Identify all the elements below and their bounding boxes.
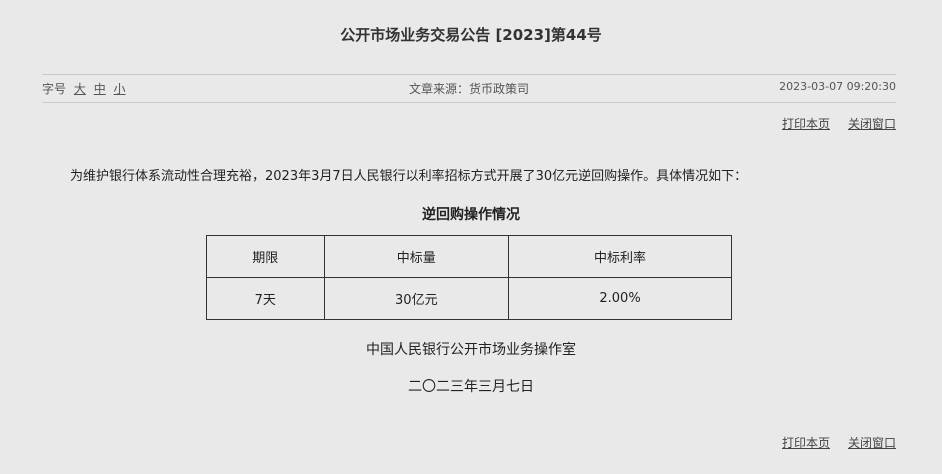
print-link[interactable]: 打印本页 (781, 436, 830, 450)
font-size-small[interactable]: 小 (113, 82, 126, 96)
font-size-large[interactable]: 大 (73, 82, 86, 96)
divider (42, 74, 896, 75)
operations-table: 期限 中标量 中标利率 7天 30亿元 2.00% (206, 235, 732, 320)
signature: 中国人民银行公开市场业务操作室 (366, 342, 576, 358)
print-link[interactable]: 打印本页 (781, 117, 830, 131)
font-size-label: 字号 (42, 82, 67, 96)
top-links: 打印本页 关闭窗口 (764, 115, 896, 132)
font-size-controls: 字号 大 中 小 (42, 80, 130, 97)
publish-datetime: 2023-03-07 09:20:30 (779, 80, 896, 93)
announcement-paragraph: 为维护银行体系流动性合理充裕，2023年3月7日人民银行以利率招标方式开展了30… (70, 169, 748, 184)
cell-amount: 30亿元 (323, 277, 510, 320)
header-amount: 中标量 (323, 235, 510, 278)
bottom-links: 打印本页 关闭窗口 (764, 434, 896, 451)
table-header-row: 期限 中标量 中标利率 (206, 235, 732, 278)
font-size-medium[interactable]: 中 (93, 82, 106, 96)
cell-rate: 2.00% (508, 277, 732, 320)
header-rate: 中标利率 (508, 235, 732, 278)
table-row: 7天 30亿元 2.00% (206, 277, 732, 320)
table-title: 逆回购操作情况 (422, 207, 520, 223)
close-window-link[interactable]: 关闭窗口 (847, 436, 896, 450)
close-window-link[interactable]: 关闭窗口 (847, 117, 896, 131)
cell-term: 7天 (206, 277, 325, 320)
article-source: 文章来源：货币政策司 (408, 82, 529, 96)
meta-bar: 字号 大 中 小 文章来源：货币政策司 2023-03-07 09:20:30 (42, 80, 896, 98)
signature-date: 二〇二三年三月七日 (408, 379, 534, 395)
header-term: 期限 (206, 235, 325, 278)
page-title: 公开市场业务交易公告 [2023]第44号 (340, 26, 602, 44)
divider (42, 102, 896, 103)
